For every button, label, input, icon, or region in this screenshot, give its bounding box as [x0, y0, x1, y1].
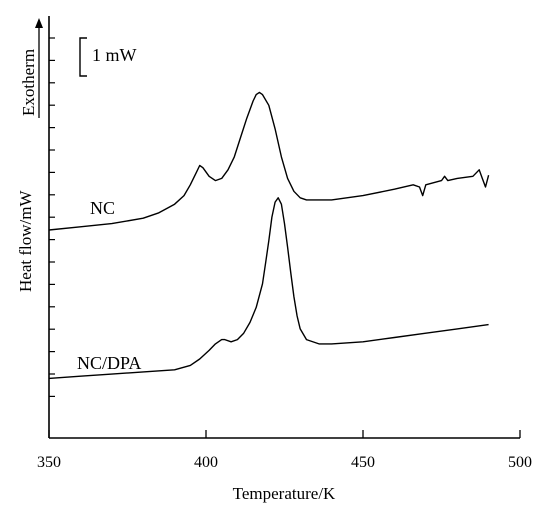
scale-bar-bracket — [79, 37, 87, 77]
x-tick-label: 500 — [508, 454, 532, 471]
y-axis-title: Heat flow/mW — [16, 190, 35, 292]
x-tick-label: 400 — [194, 454, 218, 471]
series-layer — [48, 91, 490, 380]
y-axis-ticks — [49, 37, 55, 397]
x-tick-label: 350 — [37, 454, 61, 471]
x-tick-label: 450 — [351, 454, 375, 471]
exotherm-arrow-head — [35, 18, 43, 28]
scale-bar-label: 1 mW — [92, 45, 137, 65]
series-line-nc — [48, 91, 490, 231]
exotherm-label: Exotherm — [19, 49, 38, 116]
exotherm-indicator: Exotherm — [19, 18, 43, 118]
series-label-nc-dpa: NC/DPA — [77, 353, 141, 373]
plot-frame — [48, 16, 520, 439]
x-axis-ticks: 350 400 450 500 — [37, 430, 532, 471]
series-line-nc-dpa — [48, 197, 489, 380]
x-axis-title: Temperature/K — [233, 484, 336, 503]
scale-bar: 1 mW — [79, 37, 137, 77]
series-label-nc: NC — [90, 198, 115, 218]
